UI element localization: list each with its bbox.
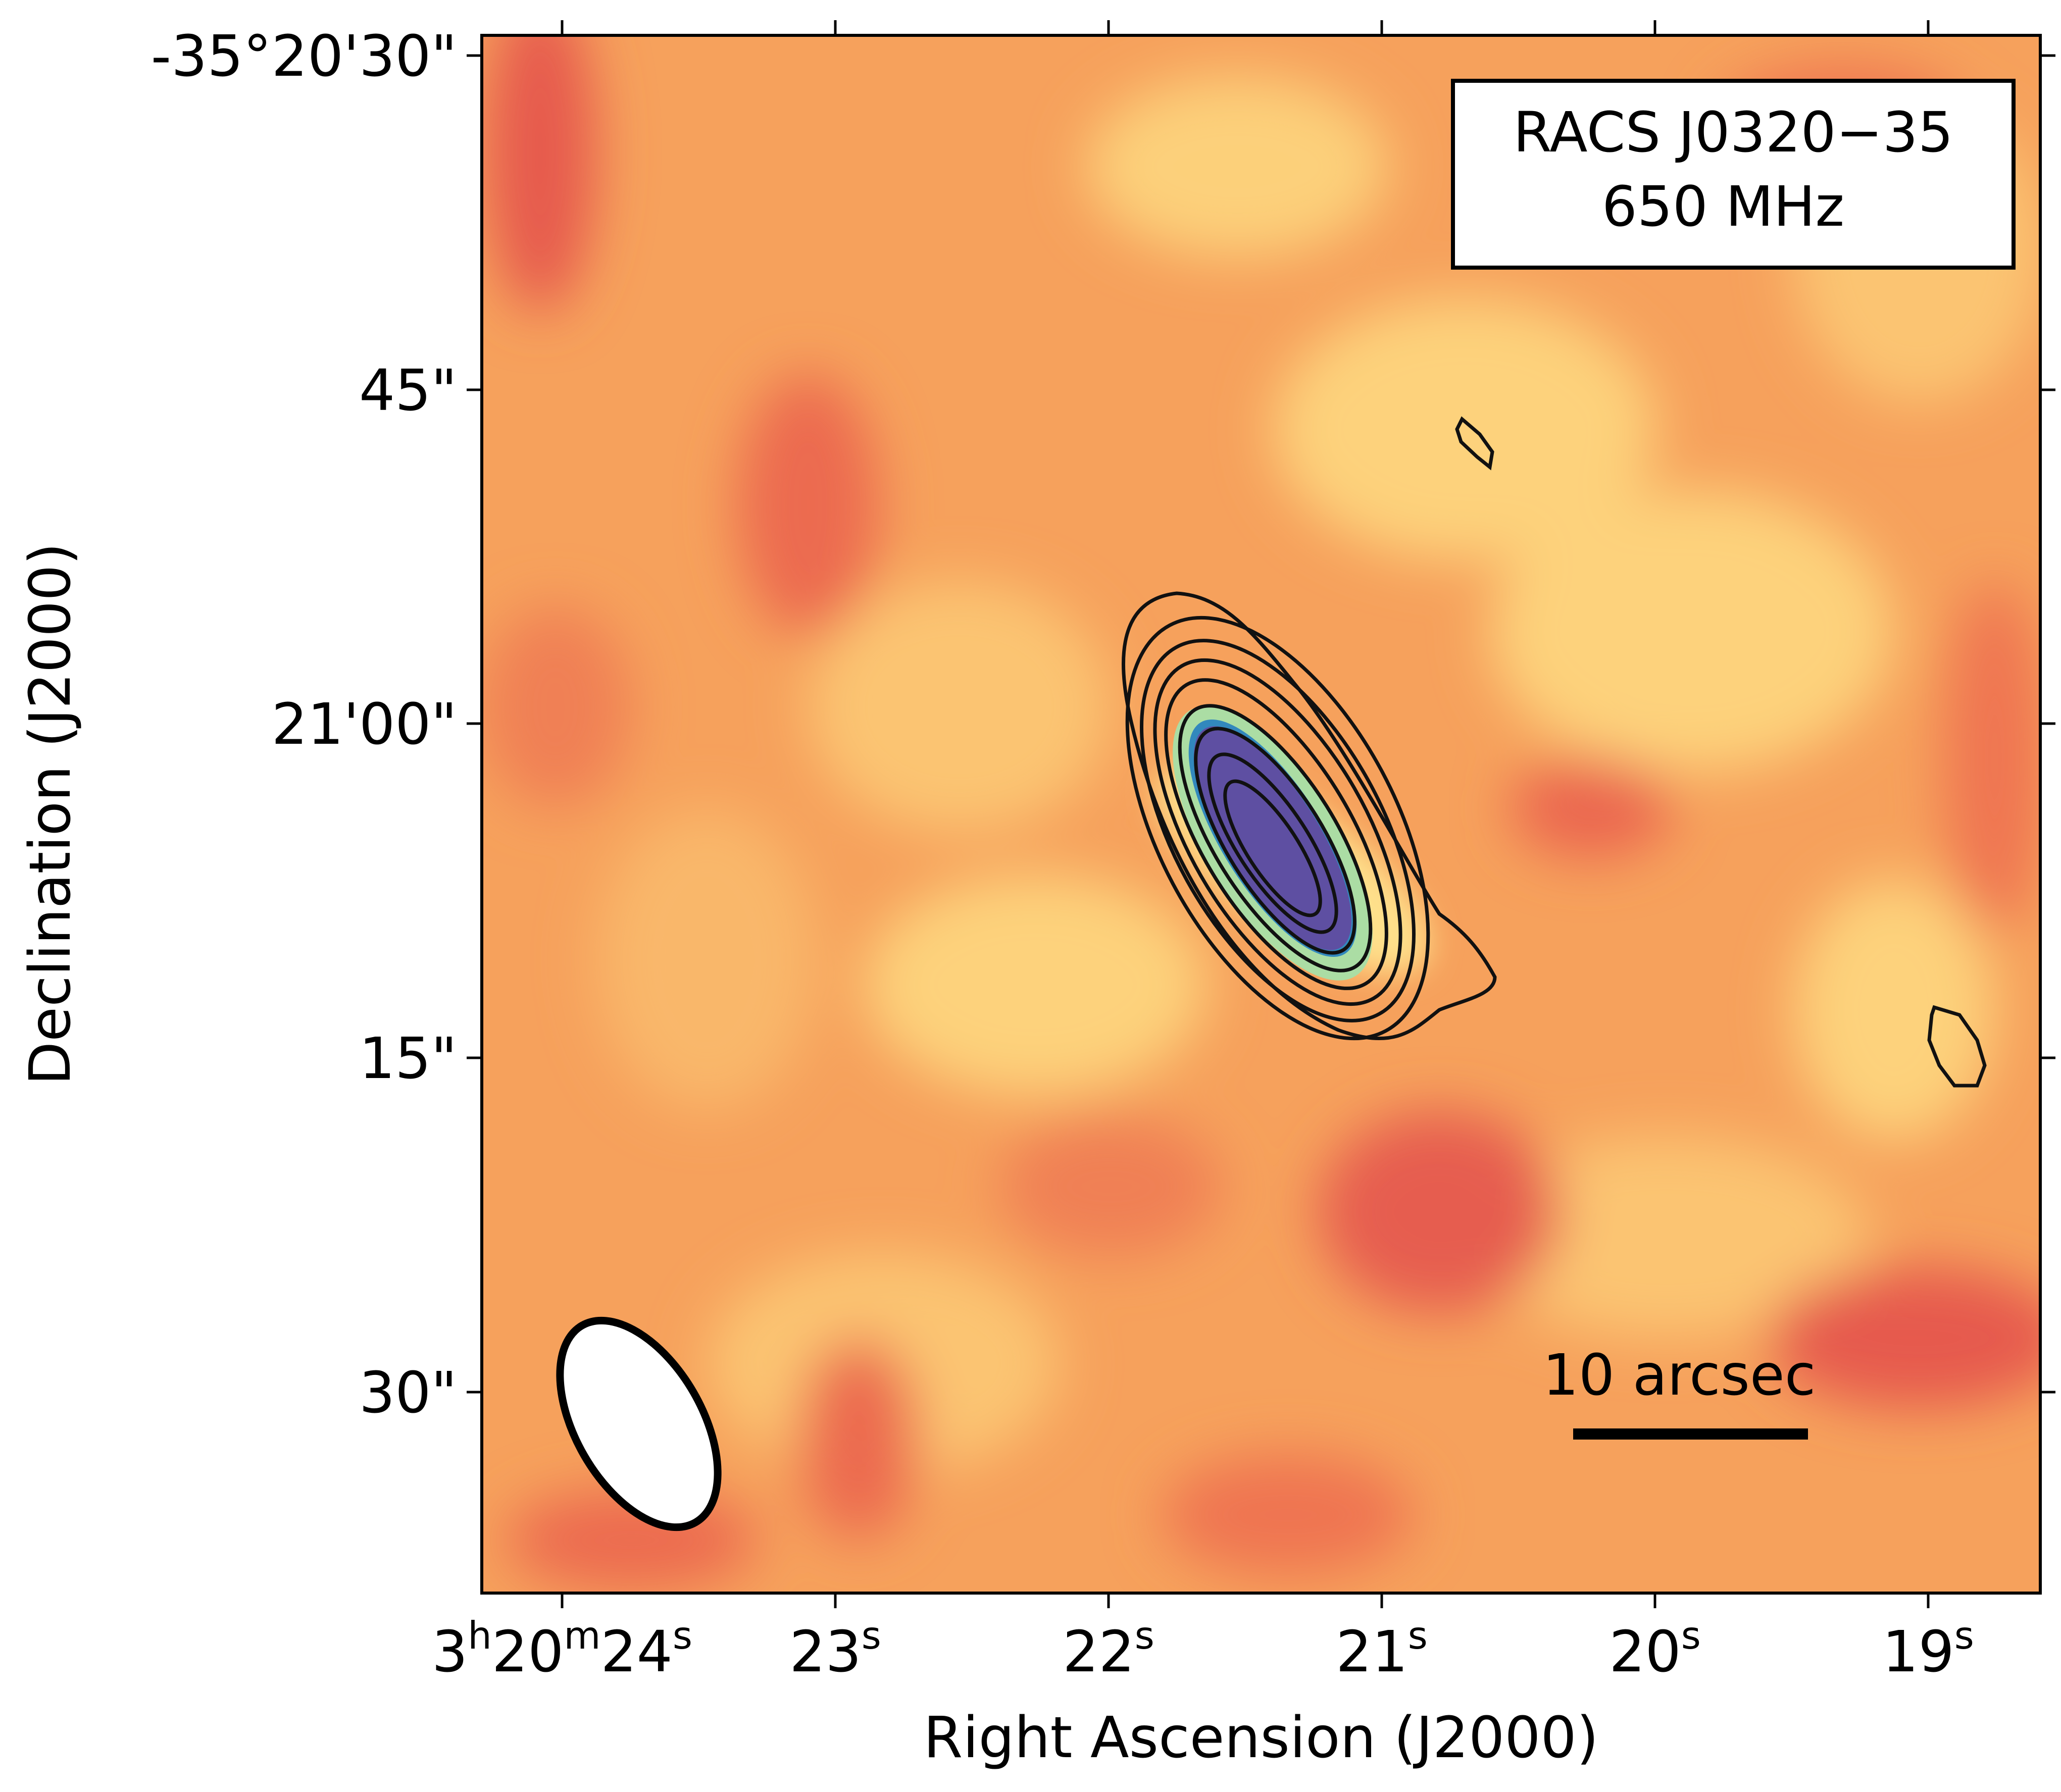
label-box-frequency: 650 MHz — [1602, 174, 1844, 239]
label-box-source: RACS J0320−35 — [1513, 100, 1953, 165]
y-tick-labels: -35°20'30" 45" 21'00" 15" 30" — [151, 24, 457, 1426]
contour-4 — [1153, 658, 1402, 1006]
x-tick-label: 21s — [1336, 1613, 1428, 1685]
x-tick-label: 20s — [1609, 1613, 1701, 1685]
x-axis-label: Right Ascension (J2000) — [924, 1705, 1599, 1771]
y-tick-label: -35°20'30" — [151, 24, 457, 89]
x-tick-labels: 3h20m24s 23s 22s 21s 20s 19s — [432, 1613, 1974, 1685]
beam-ellipse — [556, 1316, 722, 1531]
y-axis-label: Declination (J2000) — [18, 543, 83, 1085]
x-tick-label: 23s — [789, 1613, 881, 1685]
x-tick-label: 3h20m24s — [432, 1613, 692, 1685]
x-tick-label: 22s — [1063, 1613, 1154, 1685]
y-tick-label: 15" — [359, 1026, 457, 1092]
contour-2 — [1125, 616, 1430, 1041]
label-box: RACS J0320−35 650 MHz — [1451, 79, 2016, 270]
y-ticks — [467, 54, 2055, 1394]
scale-bar-label: 10 arcsec — [1543, 1343, 1816, 1408]
contour-6 — [1178, 704, 1373, 972]
y-tick-label: 21'00" — [272, 692, 457, 757]
x-tick-label: 19s — [1882, 1613, 1974, 1685]
contours — [1121, 416, 1987, 1088]
contour-9 — [1223, 779, 1322, 917]
contour-outer — [1121, 591, 1497, 1041]
contour-8 — [1207, 752, 1338, 934]
contour-7 — [1194, 727, 1356, 955]
contour-3 — [1140, 639, 1416, 1022]
y-tick-label: 45" — [359, 358, 457, 424]
plot-frame — [480, 34, 2042, 1595]
contour-5 — [1164, 678, 1388, 990]
y-tick-label: 30" — [359, 1360, 457, 1426]
x-ticks — [561, 20, 1930, 1608]
contour-blob-right — [1927, 1005, 1987, 1088]
contour-blob-top — [1455, 416, 1494, 471]
